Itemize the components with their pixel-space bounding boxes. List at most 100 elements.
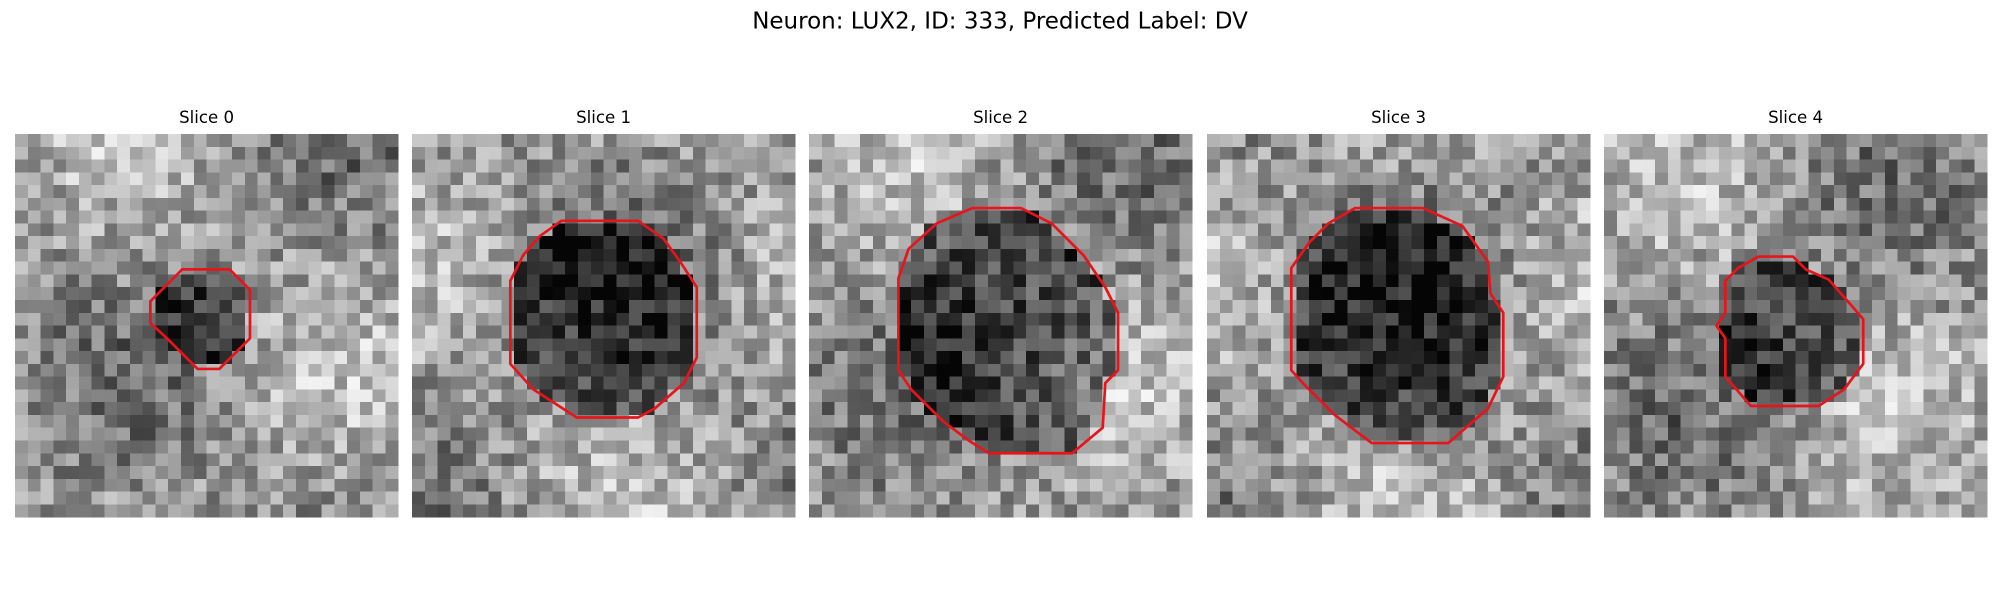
pixel bbox=[1026, 427, 1040, 441]
pixel bbox=[347, 414, 361, 429]
pixel bbox=[129, 427, 144, 441]
pixel bbox=[1283, 248, 1297, 263]
pixel bbox=[1449, 312, 1463, 326]
pixel bbox=[514, 414, 528, 429]
pixel bbox=[565, 134, 579, 148]
pixel bbox=[885, 134, 899, 148]
pixel bbox=[142, 134, 156, 148]
pixel bbox=[1089, 504, 1104, 518]
pixel bbox=[53, 236, 67, 250]
pixel bbox=[219, 185, 233, 199]
pixel bbox=[526, 300, 541, 314]
pixel bbox=[539, 325, 553, 339]
pixel bbox=[1232, 134, 1246, 148]
pixel bbox=[244, 363, 259, 378]
pixel bbox=[885, 440, 899, 454]
pixel bbox=[1744, 223, 1758, 237]
pixel bbox=[1232, 159, 1246, 173]
pixel bbox=[1179, 351, 1193, 365]
pixel bbox=[1360, 478, 1374, 492]
pixel bbox=[308, 504, 322, 518]
pixel bbox=[1000, 261, 1014, 275]
pixel bbox=[321, 159, 335, 173]
pixel bbox=[1051, 466, 1065, 480]
pixel bbox=[437, 159, 451, 173]
pixel bbox=[1500, 427, 1514, 441]
pixel bbox=[1782, 300, 1796, 314]
pixel bbox=[1821, 491, 1835, 505]
pixel bbox=[219, 402, 233, 416]
pixel bbox=[1207, 363, 1221, 378]
pixel bbox=[782, 504, 796, 518]
panel: Slice 1 bbox=[412, 108, 796, 518]
pixel bbox=[1539, 440, 1553, 454]
pixel bbox=[283, 312, 297, 326]
pixel bbox=[1923, 363, 1937, 378]
pixel bbox=[155, 376, 169, 390]
pixel bbox=[1706, 376, 1720, 390]
pixel bbox=[181, 491, 195, 505]
pixel bbox=[412, 300, 426, 314]
pixel bbox=[1398, 491, 1412, 505]
pixel bbox=[1064, 159, 1078, 173]
pixel bbox=[1897, 453, 1911, 467]
pixel bbox=[680, 351, 694, 365]
pixel bbox=[1539, 261, 1553, 275]
pixel bbox=[1718, 223, 1733, 237]
pixel bbox=[1782, 478, 1796, 492]
pixel bbox=[1859, 414, 1873, 429]
pixel bbox=[1153, 172, 1167, 186]
pixel bbox=[308, 159, 322, 173]
pixel bbox=[705, 223, 719, 237]
pixel bbox=[1833, 146, 1848, 160]
pixel bbox=[821, 402, 835, 416]
pixel bbox=[1910, 172, 1924, 186]
pixel bbox=[809, 312, 823, 326]
pixel bbox=[334, 351, 348, 365]
pixel bbox=[667, 134, 681, 148]
pixel bbox=[1026, 478, 1040, 492]
pixel bbox=[1961, 504, 1975, 518]
pixel bbox=[782, 274, 796, 288]
pixel bbox=[603, 261, 617, 275]
pixel bbox=[1846, 427, 1860, 441]
pixel bbox=[1179, 185, 1193, 199]
pixel bbox=[526, 466, 541, 480]
pixel bbox=[872, 325, 887, 339]
pixel bbox=[514, 402, 528, 416]
pixel bbox=[1128, 325, 1142, 339]
pixel bbox=[1026, 287, 1040, 301]
pixel bbox=[1487, 223, 1502, 237]
pixel bbox=[1051, 172, 1065, 186]
pixel bbox=[129, 491, 144, 505]
pixel bbox=[155, 185, 169, 199]
pixel bbox=[347, 210, 361, 224]
pixel bbox=[1897, 185, 1911, 199]
pixel bbox=[1026, 504, 1040, 518]
pixel bbox=[641, 236, 656, 250]
pixel bbox=[616, 351, 630, 365]
pixel bbox=[155, 146, 169, 160]
pixel bbox=[359, 236, 373, 250]
pixel bbox=[1258, 478, 1272, 492]
pixel bbox=[1385, 351, 1399, 365]
pixel bbox=[847, 414, 861, 429]
pixel bbox=[1833, 338, 1848, 352]
pixel bbox=[603, 427, 617, 441]
pixel bbox=[885, 159, 899, 173]
pixel bbox=[1334, 287, 1348, 301]
pixel bbox=[501, 300, 515, 314]
pixel bbox=[1258, 146, 1272, 160]
pixel bbox=[244, 478, 259, 492]
pixel bbox=[27, 478, 41, 492]
pixel bbox=[834, 134, 848, 148]
pixel bbox=[193, 491, 207, 505]
pixel bbox=[257, 376, 271, 390]
pixel bbox=[1629, 376, 1643, 390]
pixel bbox=[1539, 491, 1553, 505]
pixel bbox=[1089, 146, 1104, 160]
pixel bbox=[949, 248, 963, 263]
pixel bbox=[412, 236, 426, 250]
pixel bbox=[1718, 197, 1733, 212]
pixel bbox=[629, 363, 643, 378]
